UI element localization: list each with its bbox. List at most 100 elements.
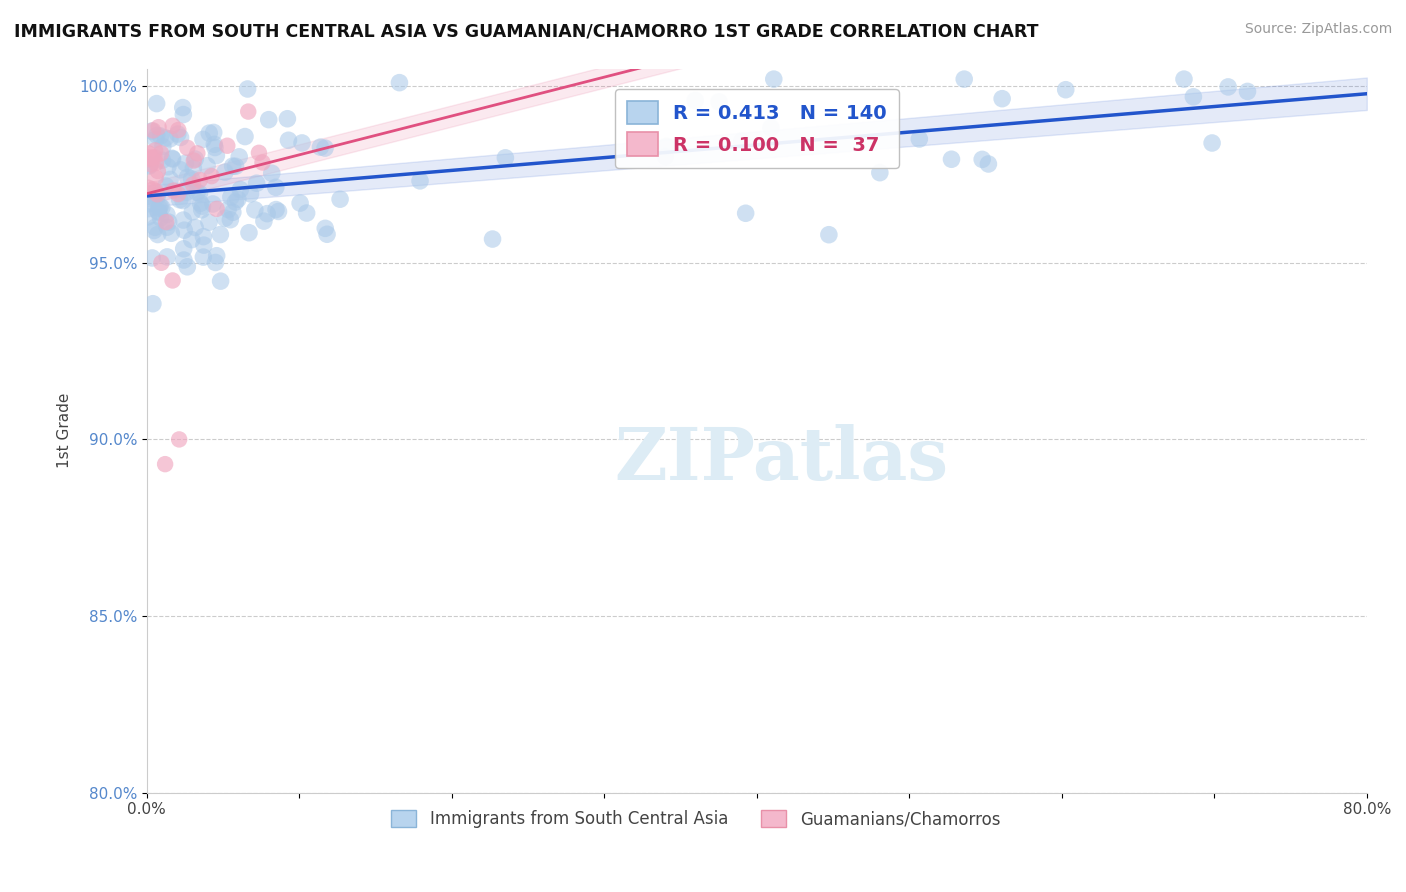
Point [209, 227, 232, 242]
Point [174, 156, 197, 170]
Point [759, 120, 782, 135]
Point [146, 227, 169, 242]
Point [176, 170, 198, 185]
Point [233, 129, 256, 144]
Point [683, 94, 706, 108]
Point [314, 141, 336, 155]
Point [977, 157, 1000, 171]
Point [160, 227, 183, 241]
Point [141, 124, 163, 138]
Point [257, 112, 280, 127]
Point [146, 204, 169, 219]
Point [159, 172, 181, 186]
Point [138, 151, 160, 165]
Point [869, 166, 891, 180]
Point [155, 215, 177, 229]
Point [145, 184, 167, 198]
Point [143, 220, 166, 235]
Point [276, 112, 298, 126]
Point [219, 212, 242, 227]
Point [202, 125, 225, 139]
Point [329, 192, 352, 206]
Point [143, 144, 166, 158]
Point [173, 223, 195, 237]
Point [291, 136, 314, 150]
Point [941, 153, 963, 167]
Point [195, 159, 218, 173]
Point [205, 148, 228, 162]
Point [246, 176, 269, 190]
Point [188, 186, 211, 201]
Point [145, 170, 167, 185]
Point [181, 178, 204, 192]
Point [167, 123, 190, 137]
Point [150, 153, 173, 168]
Point [191, 199, 214, 213]
Point [152, 139, 174, 153]
Point [150, 201, 173, 215]
Point [167, 433, 190, 447]
Point [148, 120, 170, 135]
Point [1218, 79, 1240, 94]
Point [239, 186, 262, 201]
Point [655, 139, 678, 153]
Point [209, 274, 232, 288]
Point [316, 227, 339, 242]
Point [204, 140, 226, 154]
Point [198, 126, 221, 140]
Point [243, 202, 266, 217]
Point [181, 204, 204, 219]
Point [219, 190, 242, 204]
Point [193, 229, 215, 244]
Point [267, 204, 290, 219]
Point [224, 194, 246, 209]
Point [190, 202, 212, 217]
Point [143, 150, 166, 164]
Point [190, 196, 212, 211]
Point [238, 226, 260, 240]
Point [494, 151, 516, 165]
Point [762, 72, 785, 87]
Point [138, 158, 160, 172]
Point [141, 151, 163, 165]
Point [176, 260, 198, 274]
Point [172, 194, 194, 208]
Point [654, 149, 676, 163]
Point [155, 178, 177, 193]
Point [173, 242, 195, 256]
Point [149, 128, 172, 143]
Point [186, 186, 208, 200]
Point [162, 184, 184, 198]
Point [160, 151, 183, 165]
Point [146, 187, 169, 202]
Point [156, 220, 179, 235]
Point [204, 255, 226, 269]
Point [156, 207, 179, 221]
Point [217, 202, 239, 217]
Point [167, 187, 190, 202]
Point [264, 180, 287, 194]
Point [146, 189, 169, 203]
Point [141, 251, 163, 265]
Point [908, 132, 931, 146]
Point [972, 153, 994, 167]
Point [214, 165, 236, 179]
Point [253, 214, 276, 228]
Point [222, 205, 245, 219]
Point [1173, 72, 1195, 87]
Point [186, 146, 208, 161]
Point [260, 166, 283, 180]
Point [169, 193, 191, 207]
Y-axis label: 1st Grade: 1st Grade [58, 392, 72, 468]
Point [1054, 83, 1077, 97]
Point [150, 146, 173, 161]
Point [153, 457, 176, 471]
Point [991, 92, 1014, 106]
Point [142, 123, 165, 137]
Point [214, 211, 236, 226]
Point [388, 76, 411, 90]
Point [707, 95, 730, 109]
Point [1201, 136, 1223, 150]
Point [202, 137, 225, 152]
Point [172, 107, 194, 121]
